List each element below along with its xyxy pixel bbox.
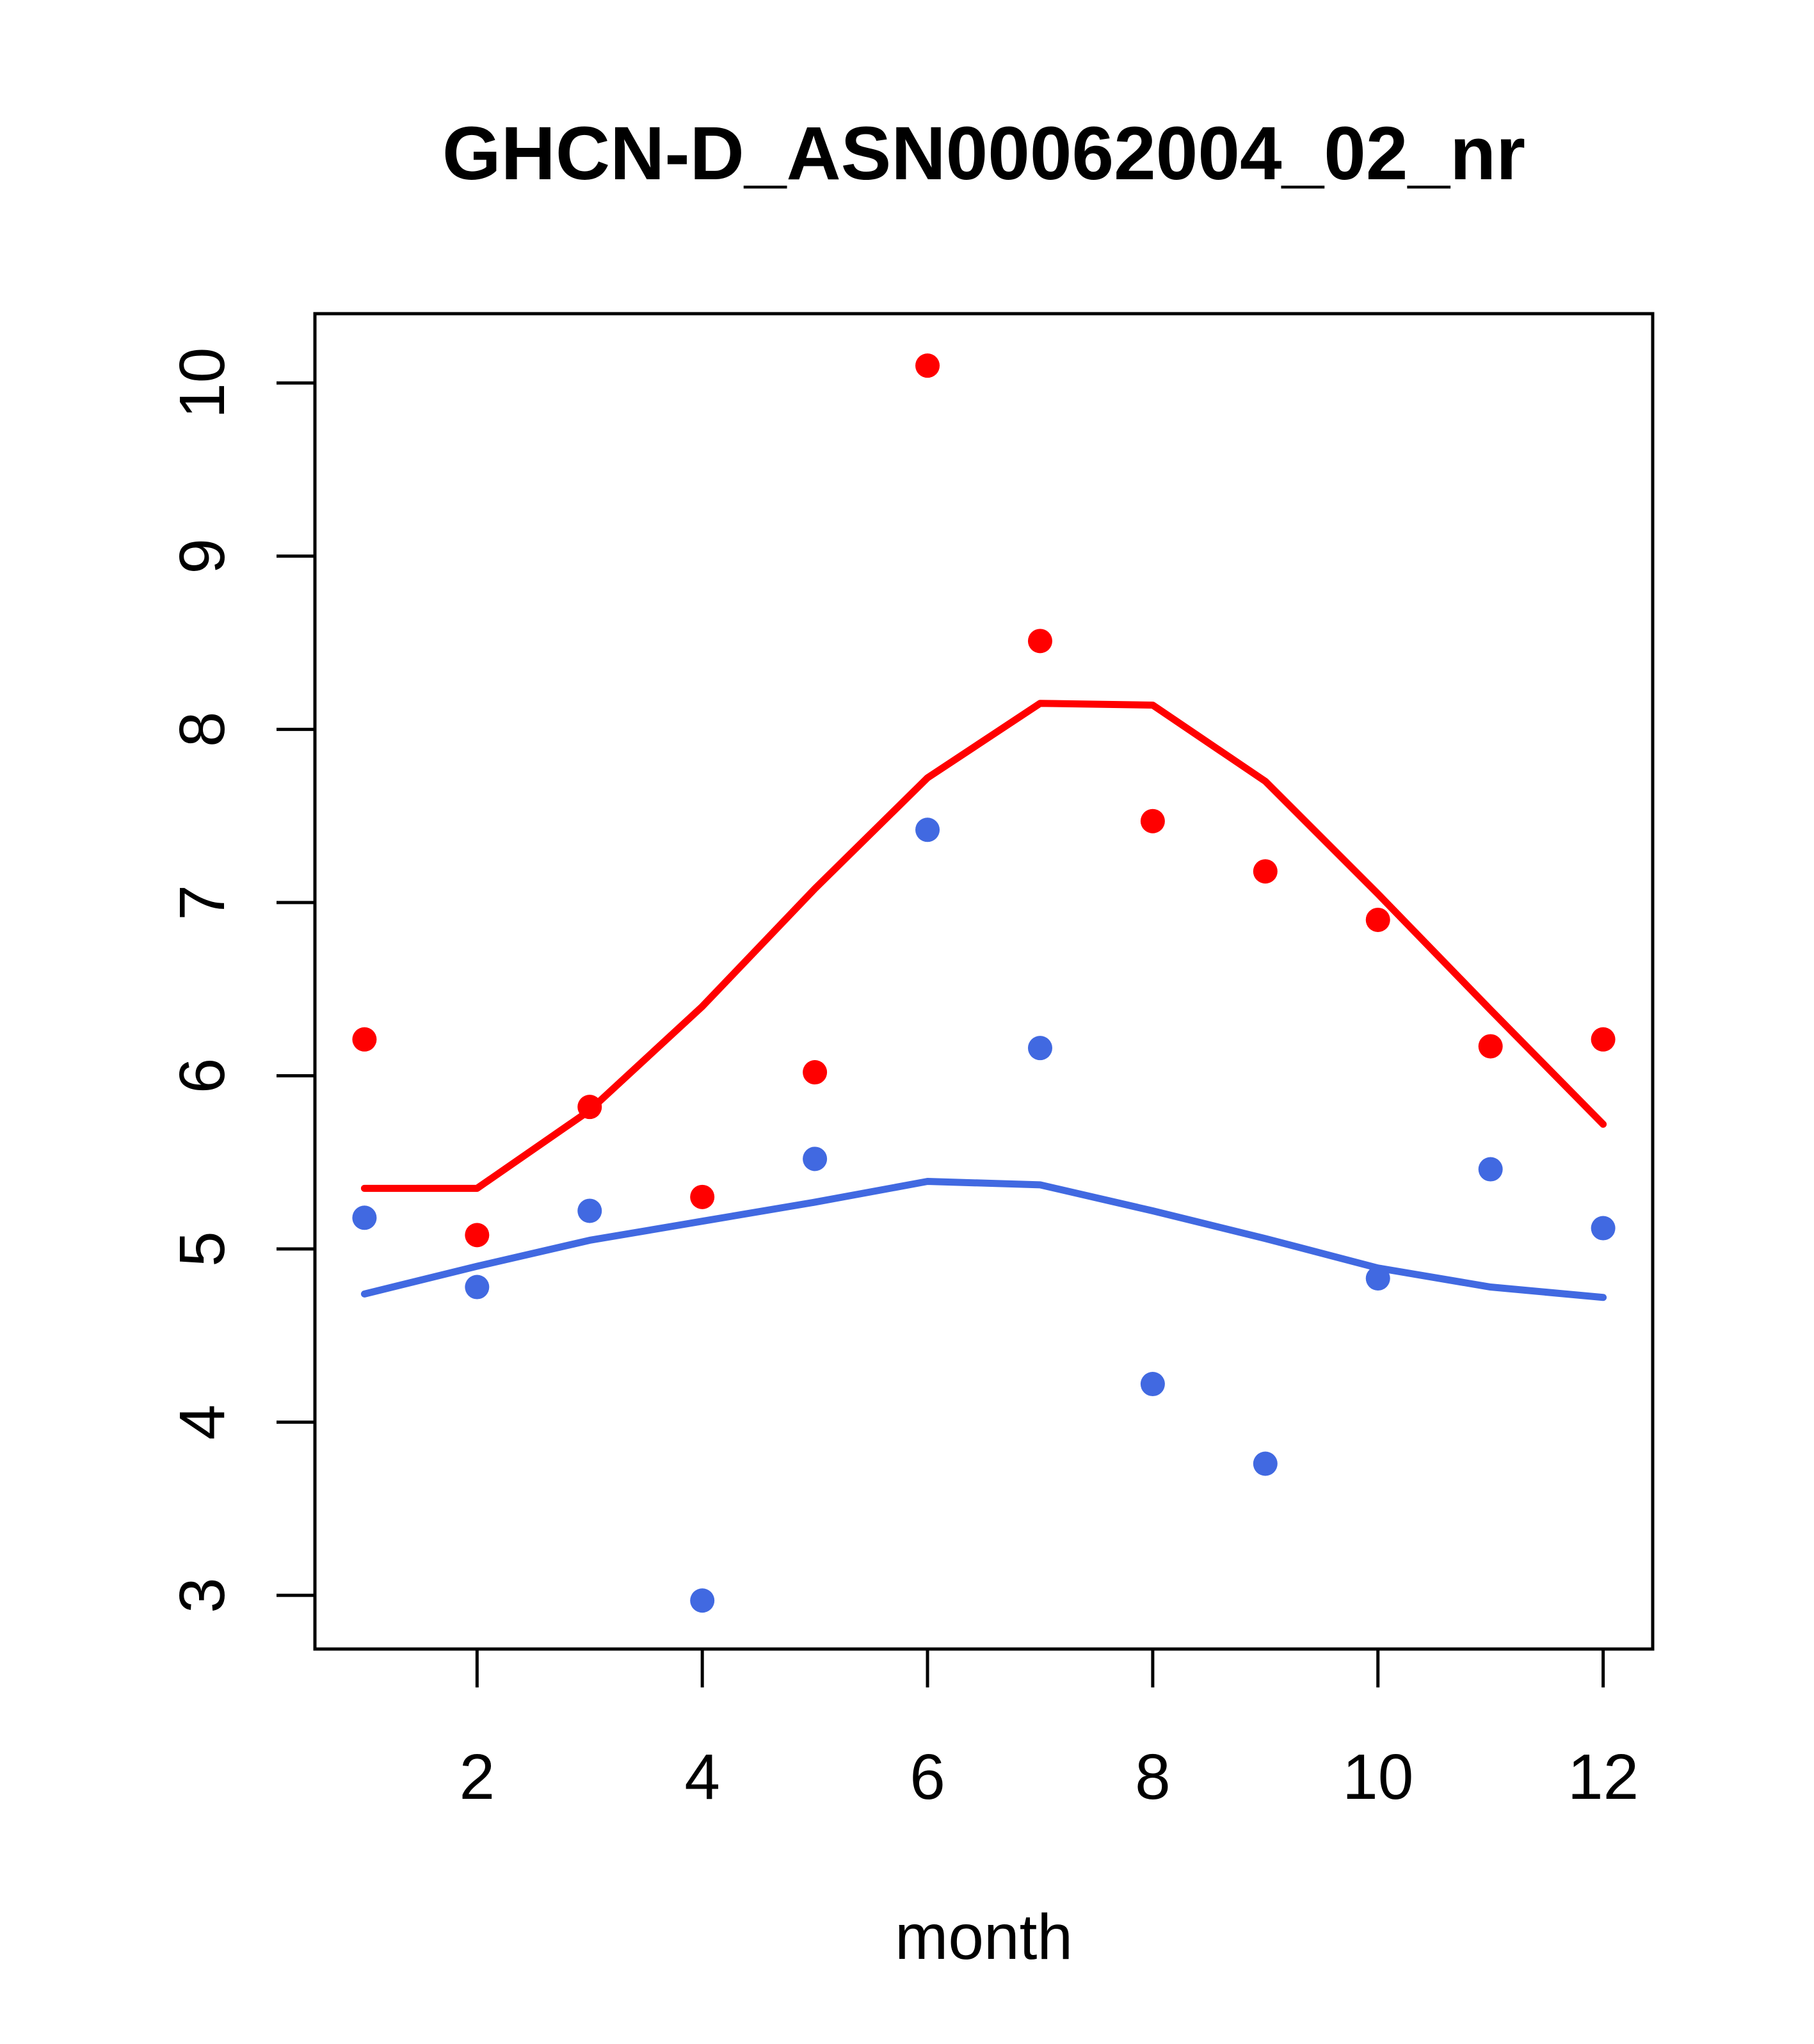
blue-point	[352, 1205, 377, 1230]
red-point	[803, 1060, 828, 1085]
red-point	[915, 353, 940, 378]
x-tick-label: 10	[1342, 1741, 1413, 1813]
x-tick-label: 6	[910, 1741, 945, 1813]
blue-point	[803, 1147, 828, 1171]
blue-point	[465, 1275, 490, 1300]
blue-point	[1253, 1451, 1278, 1476]
red-point	[1027, 629, 1052, 654]
red-point	[1478, 1034, 1503, 1059]
red-point	[1140, 809, 1165, 833]
red-point	[1253, 859, 1278, 884]
red-point	[690, 1184, 715, 1209]
x-axis-ticks: 2 4 6 8 10 12	[460, 1649, 1639, 1813]
data-points	[352, 353, 1616, 1613]
blue-point	[577, 1198, 602, 1223]
chart-title: GHCN-D_ASN00062004_02_nr	[442, 111, 1525, 196]
x-tick-label: 4	[684, 1741, 720, 1813]
x-tick-label: 8	[1135, 1741, 1171, 1813]
smooth-lines	[360, 700, 1607, 1301]
y-tick-label: 7	[166, 885, 238, 921]
red-smooth-line	[360, 700, 1607, 1192]
red-point	[465, 1223, 490, 1248]
red-point	[577, 1095, 602, 1120]
y-tick-label: 8	[166, 712, 238, 748]
blue-point	[1591, 1216, 1616, 1241]
y-tick-label: 6	[166, 1058, 238, 1094]
y-tick-label: 4	[166, 1404, 238, 1440]
y-tick-label: 5	[166, 1231, 238, 1267]
x-tick-label: 12	[1568, 1741, 1639, 1813]
red-point	[1365, 907, 1390, 932]
blue-point	[690, 1588, 715, 1613]
blue-point	[915, 817, 940, 842]
y-tick-label: 3	[166, 1577, 238, 1613]
x-tick-label: 2	[460, 1741, 495, 1813]
y-tick-label: 9	[166, 538, 238, 574]
y-axis-ticks: 3 4 5 6 7 8 9 10	[166, 348, 315, 1613]
blue-point	[1365, 1266, 1390, 1291]
y-tick-label: 10	[166, 348, 238, 419]
blue-smooth-line	[360, 1177, 1607, 1301]
plot-border	[313, 312, 1655, 1651]
blue-point	[1478, 1157, 1503, 1182]
x-axis-label: month	[895, 1901, 1073, 1973]
blue-point	[1140, 1372, 1165, 1397]
red-point	[1591, 1027, 1616, 1052]
blue-point	[1027, 1036, 1052, 1061]
red-point	[352, 1027, 377, 1052]
